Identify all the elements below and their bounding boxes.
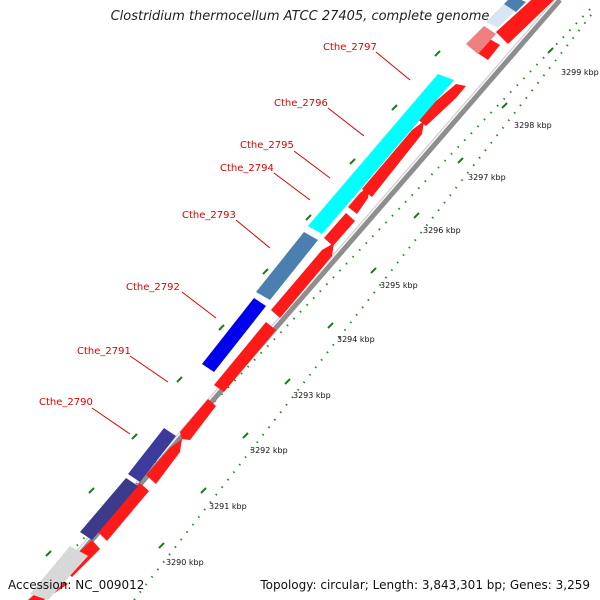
feature-light-blue[interactable] — [486, 4, 516, 28]
cds-arrow[interactable] — [98, 483, 149, 541]
feature-cthe-2796[interactable] — [308, 74, 454, 234]
cds-arrow[interactable] — [214, 322, 276, 392]
cds-arrow[interactable] — [362, 121, 424, 197]
small-ticks — [45, 50, 441, 557]
gene-label: Cthe_2792 — [126, 282, 180, 293]
kbp-label: 3290 kbp — [166, 558, 204, 567]
kbp-label: 3292 kbp — [250, 446, 288, 455]
kbp-label: 3297 kbp — [468, 173, 506, 182]
topology-text: Topology: circular; Length: 3,843,301 bp… — [260, 578, 590, 592]
outer-kbp-ticks — [158, 47, 554, 549]
gene-label: Cthe_2796 — [274, 98, 328, 109]
feature-cthe-2790[interactable] — [80, 478, 138, 540]
gene-label: Cthe_2793 — [182, 210, 236, 221]
gene-label: Cthe_2797 — [323, 42, 377, 53]
feature-grey[interactable] — [30, 546, 88, 600]
feature-top-blue[interactable] — [504, 0, 526, 12]
kbp-label: 3294 kbp — [337, 335, 375, 344]
gene-label: Cthe_2795 — [240, 140, 294, 151]
cds-arrow[interactable] — [324, 213, 355, 246]
cds-arrow[interactable] — [146, 439, 182, 484]
kbp-label: 3298 kbp — [514, 121, 552, 130]
feature-cthe-2791[interactable] — [128, 428, 176, 482]
cds-arrow[interactable] — [348, 185, 370, 214]
gene-labels: Cthe_2790 Cthe_2791 Cthe_2792 Cthe_2793 … — [39, 42, 377, 408]
kbp-label: 3293 kbp — [293, 391, 331, 400]
gene-label: Cthe_2791 — [77, 346, 131, 357]
cds-arrow[interactable] — [271, 243, 334, 318]
kbp-label: 3296 kbp — [423, 226, 461, 235]
outer-dotted-track — [133, 9, 596, 600]
cds-arrow[interactable] — [180, 399, 216, 440]
kbp-label: 3299 kbp — [561, 68, 599, 77]
cds-arrow[interactable] — [416, 84, 466, 126]
feature-cthe-2792[interactable] — [202, 298, 266, 372]
gene-label: Cthe_2790 — [39, 397, 93, 408]
accession-text: Accession: NC_009012 — [8, 578, 145, 592]
gene-label: Cthe_2794 — [220, 163, 274, 174]
feature-pink[interactable] — [466, 26, 496, 54]
kbp-label: 3291 kbp — [209, 502, 247, 511]
label-leaders — [91, 51, 411, 435]
feature-track — [30, 0, 526, 600]
cds-arrow[interactable] — [476, 38, 500, 60]
feature-cthe-2793[interactable] — [256, 232, 318, 300]
forward-cds-track — [28, 0, 556, 600]
page-title: Clostridium thermocellum ATCC 27405, com… — [110, 9, 490, 24]
cds-arrow[interactable] — [496, 0, 556, 44]
kbp-labels: 3290 kbp 3291 kbp 3292 kbp 3293 kbp 3294… — [166, 68, 599, 567]
kbp-label: 3295 kbp — [380, 281, 418, 290]
